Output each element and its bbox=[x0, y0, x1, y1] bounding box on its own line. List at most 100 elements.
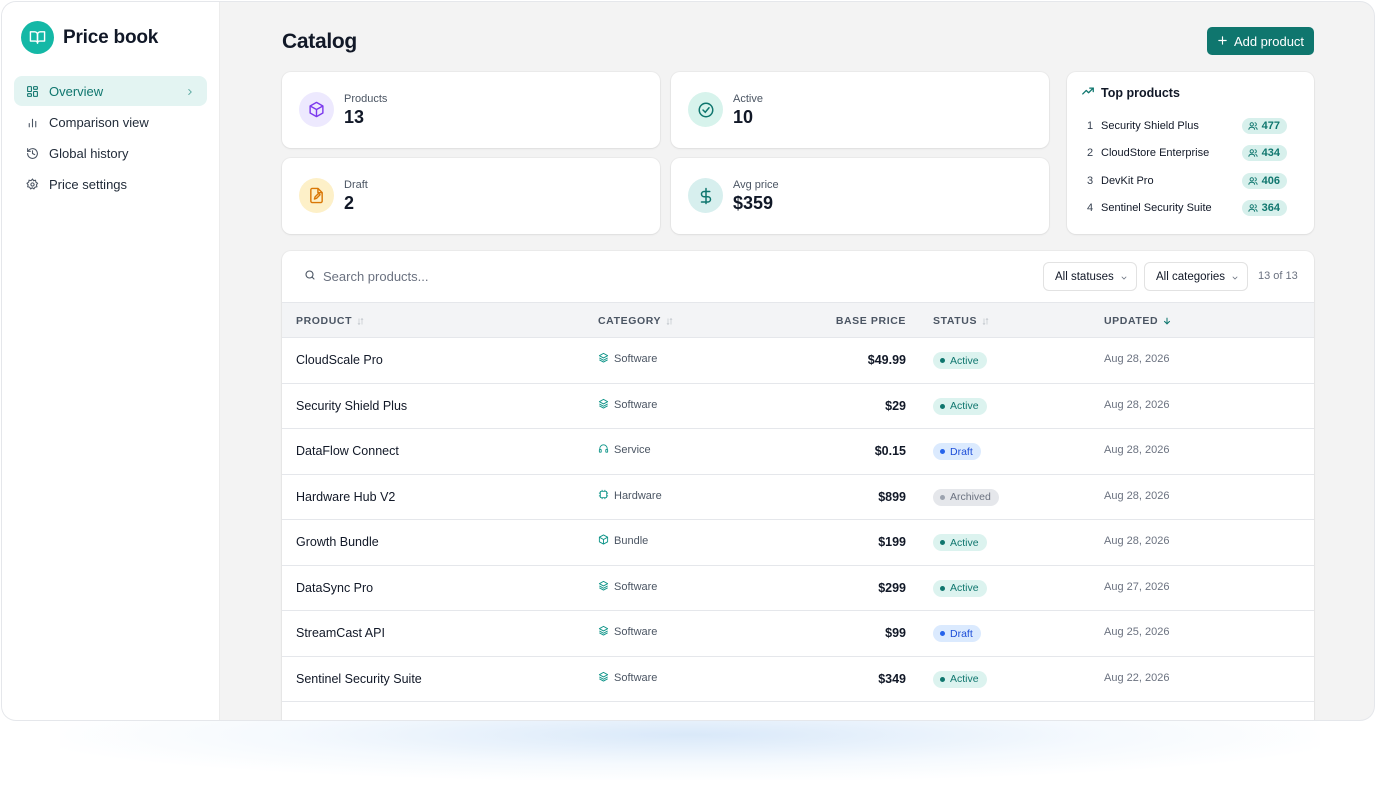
table-header: PRODUCT CATEGORY BASE PRICE STATUS UPDAT… bbox=[282, 302, 1314, 338]
add-product-button[interactable]: Add product bbox=[1207, 27, 1314, 55]
column-header-status[interactable]: STATUS bbox=[933, 315, 990, 327]
updated-date: Aug 28, 2026 bbox=[1104, 398, 1170, 411]
top-product-rank: 4 bbox=[1087, 202, 1094, 215]
top-product-name: Security Shield Plus bbox=[1101, 119, 1199, 132]
top-product-count-badge: 477 bbox=[1241, 117, 1287, 134]
history-icon bbox=[25, 146, 39, 160]
top-product-item[interactable]: 3 DevKit Pro 406 bbox=[1087, 167, 1287, 195]
top-product-item[interactable]: 2 CloudStore Enterprise 434 bbox=[1087, 140, 1287, 168]
gear-icon bbox=[25, 177, 39, 191]
table-row[interactable]: CloudScale Pro Software $49.99 Active Aug 28… bbox=[282, 338, 1314, 384]
column-header-category[interactable]: CATEGORY bbox=[598, 315, 674, 327]
category-cell: Service bbox=[598, 443, 651, 457]
stat-card-products: Products 13 bbox=[282, 72, 660, 148]
top-product-count-badge: 434 bbox=[1241, 145, 1287, 162]
status-dot bbox=[940, 585, 945, 591]
table-row-partial bbox=[282, 702, 1314, 720]
status-dot bbox=[940, 403, 945, 409]
status-dot bbox=[940, 358, 945, 363]
sidebar-item-label: Global history bbox=[49, 145, 129, 161]
base-price: $349 bbox=[878, 671, 906, 686]
book-open-icon bbox=[21, 21, 54, 54]
table-row[interactable]: DataSync Pro Software $299 Active Aug 27, 20… bbox=[282, 566, 1314, 611]
products-table-card: All statuses All categories 13 of 13 PRO… bbox=[282, 251, 1314, 720]
product-name: StreamCast API bbox=[296, 626, 385, 640]
base-price: $49.99 bbox=[867, 353, 906, 367]
stat-card-draft: Draft 2 bbox=[282, 158, 660, 234]
table-row[interactable]: StreamCast API Software $99 Draft Aug 25, 20… bbox=[282, 611, 1314, 657]
stat-value: 10 bbox=[733, 107, 754, 127]
top-products-list: 1 Security Shield Plus 477 2 CloudStore … bbox=[1087, 112, 1287, 222]
stat-label: Avg price bbox=[733, 179, 779, 191]
top-products-card: Top products 1 Security Shield Plus 477 … bbox=[1067, 72, 1314, 234]
brand[interactable]: Price book bbox=[21, 21, 158, 54]
stat-label: Draft bbox=[344, 179, 368, 191]
base-price: $899 bbox=[878, 489, 906, 504]
box-icon bbox=[299, 92, 334, 127]
category-cell: Software bbox=[598, 398, 657, 412]
table-row[interactable]: Hardware Hub V2 Hardware $899 Archived Aug 2… bbox=[282, 475, 1314, 520]
category-cell: Software bbox=[598, 352, 657, 366]
category-filter-select[interactable]: All categories bbox=[1144, 262, 1248, 291]
add-product-label: Add product bbox=[1233, 33, 1305, 49]
status-dot bbox=[940, 540, 945, 545]
updated-date: Aug 28, 2026 bbox=[1104, 535, 1170, 547]
sort-icon bbox=[666, 317, 673, 325]
check-circle-icon bbox=[688, 92, 723, 127]
dashboard-icon bbox=[25, 84, 39, 98]
product-name: Security Shield Plus bbox=[296, 398, 408, 413]
chevron-right-icon bbox=[185, 85, 195, 100]
dollar-icon bbox=[688, 178, 723, 213]
base-price: $29 bbox=[885, 398, 906, 413]
column-header-updated[interactable]: UPDATED bbox=[1104, 315, 1172, 327]
status-badge: Draft bbox=[933, 625, 981, 642]
column-header-product[interactable]: PRODUCT bbox=[296, 315, 365, 327]
status-badge: Active bbox=[933, 352, 987, 369]
sort-icon bbox=[982, 317, 989, 325]
status-filter-select[interactable]: All statuses bbox=[1043, 262, 1137, 291]
status-badge: Active bbox=[933, 579, 987, 597]
sidebar-item-price-settings[interactable]: Price settings bbox=[14, 169, 207, 199]
table-row[interactable]: DataFlow Connect Service $0.15 Draft Aug 28,… bbox=[282, 429, 1314, 475]
top-product-rank: 2 bbox=[1087, 147, 1094, 160]
top-product-item[interactable]: 4 Sentinel Security Suite 364 bbox=[1087, 195, 1287, 223]
category-cell: Software bbox=[598, 625, 657, 639]
result-count: 13 of 13 bbox=[1258, 270, 1298, 282]
base-price: $299 bbox=[878, 580, 906, 595]
stat-label: Products bbox=[344, 93, 388, 105]
base-price: $99 bbox=[885, 626, 906, 640]
sidebar-item-global-history[interactable]: Global history bbox=[14, 138, 207, 168]
stat-value: 13 bbox=[344, 107, 365, 127]
table-row[interactable]: Sentinel Security Suite Software $349 Activ… bbox=[282, 657, 1314, 702]
sidebar-item-comparison-view[interactable]: Comparison view bbox=[14, 107, 207, 137]
chevron-down-icon bbox=[1231, 273, 1239, 285]
status-badge: Archived bbox=[933, 488, 999, 506]
sidebar-item-label: Overview bbox=[49, 83, 104, 99]
top-product-item[interactable]: 1 Security Shield Plus 477 bbox=[1087, 112, 1287, 140]
stat-value: 2 bbox=[344, 193, 355, 213]
main-content: Catalog Add product Products 13 Active 1… bbox=[220, 2, 1374, 720]
stat-value: $359 bbox=[733, 193, 774, 213]
status-badge: Active bbox=[933, 670, 987, 688]
arrow-down-icon bbox=[1164, 317, 1171, 325]
status-badge: Active bbox=[933, 397, 987, 415]
sidebar: Price book Overview Comparison view bbox=[2, 2, 220, 720]
search-input[interactable] bbox=[323, 269, 523, 284]
status-badge: Draft bbox=[933, 443, 981, 460]
trending-up-icon bbox=[1081, 84, 1095, 101]
layers-icon bbox=[598, 671, 609, 685]
category-cell: Bundle bbox=[598, 534, 648, 548]
top-product-name: DevKit Pro bbox=[1101, 174, 1154, 187]
product-name: Sentinel Security Suite bbox=[296, 671, 422, 686]
column-header-base-price: BASE PRICE bbox=[835, 315, 906, 327]
app-name: Price book bbox=[63, 26, 159, 48]
table-row[interactable]: Security Shield Plus Software $29 Active Aug… bbox=[282, 384, 1314, 429]
chevron-down-icon bbox=[1120, 273, 1128, 285]
sidebar-item-overview[interactable]: Overview bbox=[14, 76, 207, 106]
page-title: Catalog bbox=[282, 30, 357, 53]
updated-date: Aug 25, 2026 bbox=[1104, 626, 1170, 638]
top-product-rank: 3 bbox=[1087, 174, 1094, 187]
users-icon bbox=[1248, 176, 1258, 185]
table-row[interactable]: Growth Bundle Bundle $199 Active Aug 28, 202… bbox=[282, 520, 1314, 566]
top-product-rank: 1 bbox=[1087, 119, 1094, 132]
